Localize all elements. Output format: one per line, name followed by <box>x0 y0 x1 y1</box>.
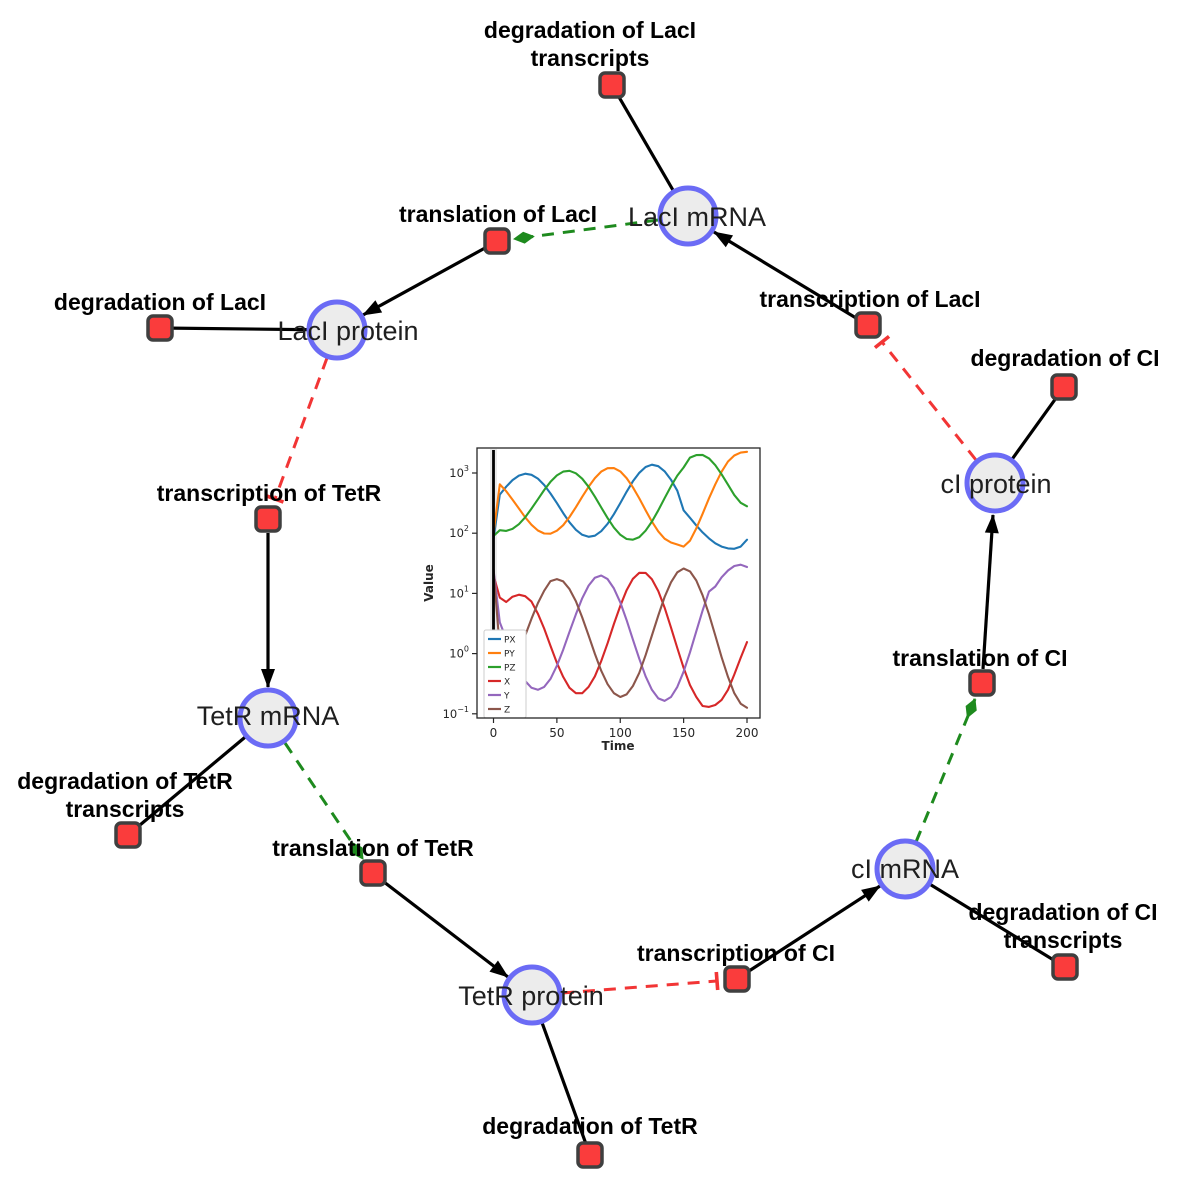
series-line-PX <box>492 463 749 550</box>
x-tick-label: 0 <box>490 726 498 740</box>
species-label-ci-protein: cI protein <box>940 469 1051 499</box>
reaction-label-transcription-tetr: transcription of TetR <box>157 480 382 506</box>
edge-translation-laci-to-laci-protein <box>362 246 486 317</box>
edge-laci-protein-inhibits-transcription-tetr <box>265 357 329 504</box>
series-line-Z <box>492 567 749 709</box>
chart-plot-content: 0 50 100 150 200 103 102 101 100 10−1 PX PY PZ XYZ <box>443 449 759 740</box>
reaction-label-degradation-laci-transcripts-line1: degradation of LacI <box>484 17 696 43</box>
series-line-PZ <box>492 453 749 541</box>
chart-legend: PX PY PZ XYZ <box>483 629 527 719</box>
legend-label-Z: Z <box>504 706 510 716</box>
edge-tetr-mrna-modifies-translation-tetr <box>283 742 365 860</box>
species-node-tetr-mrna <box>237 687 299 749</box>
reaction-label-degradation-ci-transcripts-line1: degradation of CI <box>968 899 1157 925</box>
reaction-node-translation-laci <box>483 227 511 255</box>
species-node-laci-mrna <box>657 185 719 247</box>
reaction-label-translation-laci: translation of LacI <box>399 201 597 227</box>
x-tick-label: 150 <box>672 726 695 740</box>
reaction-node-transcription-tetr <box>254 505 282 533</box>
x-tick-label: 100 <box>609 726 632 740</box>
series-line-PY <box>492 450 749 548</box>
reaction-label-degradation-laci-transcripts-line2: transcripts <box>531 45 650 71</box>
reaction-label-degradation-ci-transcripts-line2: transcripts <box>1004 927 1123 953</box>
edge-ci-mrna-modifies-translation-ci <box>914 698 977 843</box>
reaction-node-translation-tetr <box>359 859 387 887</box>
reaction-node-transcription-laci <box>854 311 882 339</box>
reaction-node-transcription-ci <box>723 965 751 993</box>
species-label-laci-protein: LacI protein <box>277 316 418 346</box>
species-label-tetr-protein: TetR protein <box>458 981 604 1011</box>
x-tick-label: 50 <box>549 726 564 740</box>
inset-timecourse-chart: 0 50 100 150 200 103 102 101 100 10−1 PX PY PZ XYZ Ti… <box>422 447 761 753</box>
y-tick-label: 102 <box>449 524 469 540</box>
y-tick-label: 10−1 <box>443 705 469 721</box>
x-tick-label: 200 <box>736 726 759 740</box>
y-tick-label: 100 <box>449 645 469 661</box>
y-tick-label: 101 <box>449 584 469 600</box>
reaction-label-translation-ci: translation of CI <box>892 645 1067 671</box>
reaction-label-transcription-ci: transcription of CI <box>637 940 835 966</box>
legend-label-PZ: PZ <box>504 664 516 674</box>
reaction-node-degradation-laci-transcripts <box>598 71 626 99</box>
reaction-label-degradation-laci: degradation of LacI <box>54 289 266 315</box>
species-label-tetr-mrna: TetR mRNA <box>197 701 340 731</box>
species-node-tetr-protein <box>501 964 563 1026</box>
species-label-ci-mrna: cI mRNA <box>851 854 959 884</box>
reaction-node-degradation-ci-transcripts <box>1051 953 1079 981</box>
edge-laci-mrna-modifies-translation-laci <box>513 218 659 244</box>
species-node-laci-protein <box>306 299 368 361</box>
edge-transcription-laci-to-laci-mrna <box>713 230 857 320</box>
reaction-label-translation-tetr: translation of TetR <box>272 835 474 861</box>
edge-ci-mrna-to-degradation-transcripts <box>904 867 1066 969</box>
legend-label-Y: Y <box>503 692 510 702</box>
edge-translation-ci-to-ci-protein <box>981 514 999 670</box>
reaction-label-transcription-laci: transcription of LacI <box>759 286 980 312</box>
legend-label-PX: PX <box>504 636 516 646</box>
edge-transcription-ci-to-ci-mrna <box>748 884 881 973</box>
edge-ci-protein-inhibits-transcription-laci <box>873 334 978 461</box>
reaction-label-degradation-ci: degradation of CI <box>970 345 1159 371</box>
reaction-nodes: degradation of LacI transcripts translat… <box>17 17 1160 1169</box>
reaction-label-degradation-tetr-transcripts-line1: degradation of TetR <box>17 768 233 794</box>
species-node-ci-mrna <box>874 838 936 900</box>
reaction-node-degradation-tetr <box>576 1141 604 1169</box>
chart-y-axis-title: Value <box>422 564 436 602</box>
edge-translation-tetr-to-tetr-protein <box>383 880 509 979</box>
chart-x-axis-title: Time <box>602 739 635 753</box>
chart-plot-frame <box>476 447 761 719</box>
species-node-ci-protein <box>964 452 1026 514</box>
reaction-node-degradation-laci <box>146 314 174 342</box>
y-tick-label: 103 <box>449 464 469 480</box>
legend-label-X: X <box>504 678 510 688</box>
reaction-node-degradation-tetr-transcripts <box>114 821 142 849</box>
species-label-laci-mrna: LacI mRNA <box>628 202 766 232</box>
reaction-node-translation-ci <box>968 669 996 697</box>
species-nodes: LacI mRNA LacI protein cI protein TetR m… <box>197 185 1052 1026</box>
edge-tetr-protein-inhibits-transcription-ci <box>561 971 720 995</box>
legend-label-PY: PY <box>504 650 515 660</box>
reaction-node-degradation-ci <box>1050 373 1078 401</box>
reaction-label-degradation-tetr-transcripts-line2: transcripts <box>66 796 185 822</box>
reaction-label-degradation-tetr: degradation of TetR <box>482 1113 698 1139</box>
